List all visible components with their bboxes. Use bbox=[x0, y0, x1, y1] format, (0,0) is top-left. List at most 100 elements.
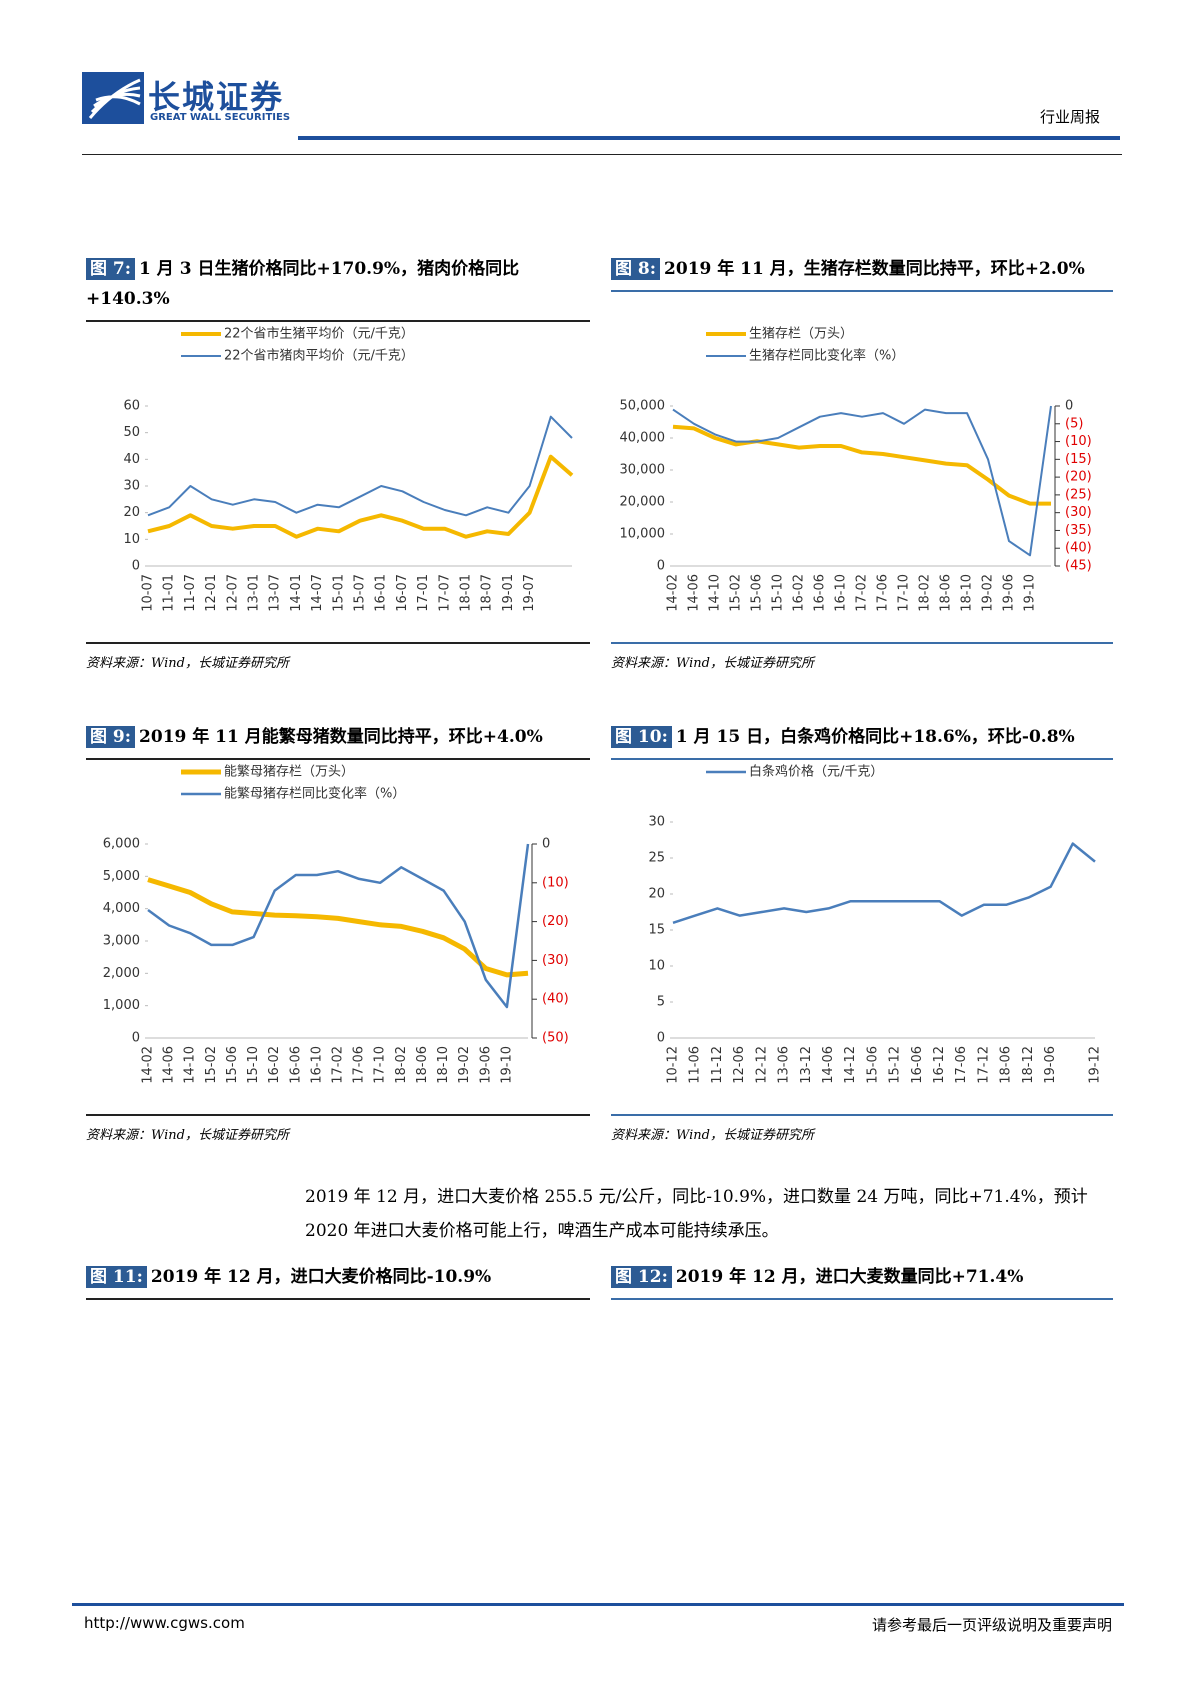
legend-label: 生猪存栏同比变化率（%） bbox=[749, 348, 904, 364]
logo-icon bbox=[82, 72, 144, 124]
line-series bbox=[672, 405, 1052, 557]
legend-label: 22个省市猪肉平均价（元/千克） bbox=[224, 348, 414, 364]
y-tick-label: 15 bbox=[648, 923, 665, 938]
x-tick-label: 19-07 bbox=[522, 574, 537, 612]
x-tick-label: 10-12 bbox=[666, 1046, 681, 1084]
figure-title: 图 10: 1 月 15 日，白条鸡价格同比+18.6%，环比-0.8% bbox=[611, 718, 1113, 760]
figure-title: 图 8: 2019 年 11 月，生猪存栏数量同比持平，环比+2.0% bbox=[611, 250, 1113, 292]
y-tick-label: 10 bbox=[123, 532, 140, 547]
y-tick-label: 20 bbox=[648, 887, 665, 902]
legend-label: 能繁母猪存栏（万头） bbox=[224, 764, 354, 780]
line-series bbox=[672, 842, 1096, 924]
y2-tick-label: (5) bbox=[1065, 416, 1083, 431]
header-rule bbox=[298, 136, 1120, 140]
x-tick-label: 15-10 bbox=[246, 1046, 261, 1084]
x-tick-label: 14-06 bbox=[162, 1046, 177, 1084]
y-tick-label: 20 bbox=[123, 505, 140, 520]
x-tick-label: 18-06 bbox=[415, 1046, 430, 1084]
x-tick-label: 13-12 bbox=[799, 1046, 814, 1084]
y-tick-label: 10 bbox=[648, 959, 665, 974]
x-tick-label: 17-10 bbox=[897, 574, 912, 612]
line-series bbox=[672, 424, 1051, 506]
y-tick-label: 20,000 bbox=[620, 495, 666, 510]
y2-tick-label: (10) bbox=[542, 875, 569, 890]
legend-label: 白条鸡价格（元/千克） bbox=[749, 764, 883, 780]
x-tick-label: 17-06 bbox=[876, 574, 891, 612]
x-tick-label: 17-01 bbox=[416, 574, 431, 612]
x-tick-label: 14-07 bbox=[310, 574, 325, 612]
y2-tick-label: (40) bbox=[542, 992, 569, 1007]
y2-tick-label: (35) bbox=[1065, 523, 1092, 538]
x-tick-label: 17-06 bbox=[352, 1046, 367, 1084]
x-tick-label: 11-07 bbox=[183, 574, 198, 612]
figure-label: 图 11: bbox=[86, 1266, 147, 1288]
x-tick-label: 19-06 bbox=[478, 1046, 493, 1084]
figure-title-text: 2019 年 11 月，生猪存栏数量同比持平，环比+2.0% bbox=[664, 259, 1085, 279]
x-tick-label: 13-07 bbox=[268, 574, 283, 612]
x-tick-label: 19-06 bbox=[1002, 574, 1017, 612]
y2-tick-label: (30) bbox=[1065, 505, 1092, 520]
y-tick-label: 3,000 bbox=[103, 934, 140, 949]
figure-title: 图 12: 2019 年 12 月，进口大麦数量同比+71.4% bbox=[611, 1258, 1113, 1300]
x-tick-label: 10-07 bbox=[141, 574, 156, 612]
line-series bbox=[147, 415, 573, 517]
x-tick-label: 14-02 bbox=[141, 1046, 156, 1084]
y2-tick-label: (15) bbox=[1065, 452, 1092, 467]
x-tick-label: 17-12 bbox=[976, 1046, 991, 1084]
y-tick-label: 5 bbox=[657, 995, 665, 1010]
x-tick-label: 19-10 bbox=[499, 1046, 514, 1084]
y2-tick-label: (30) bbox=[542, 953, 569, 968]
x-tick-label: 16-01 bbox=[374, 574, 389, 612]
y-tick-label: 30,000 bbox=[620, 463, 666, 478]
x-tick-label: 17-02 bbox=[855, 574, 870, 612]
x-tick-label: 14-06 bbox=[687, 574, 702, 612]
y-tick-label: 40 bbox=[123, 452, 140, 467]
line-series bbox=[147, 454, 574, 539]
x-tick-label: 18-06 bbox=[939, 574, 954, 612]
y-tick-label: 50,000 bbox=[620, 399, 666, 414]
x-tick-label: 12-06 bbox=[732, 1046, 747, 1084]
x-tick-label: 15-06 bbox=[750, 574, 765, 612]
x-tick-label: 19-02 bbox=[457, 1046, 472, 1084]
x-tick-label: 15-07 bbox=[353, 574, 368, 612]
paragraph: 2019 年 12 月，进口大麦价格 255.5 元/公斤，同比-10.9%，进… bbox=[305, 1187, 1088, 1241]
figure-source: 资料来源：Wind，长城证券研究所 bbox=[611, 1114, 1113, 1143]
figure-title-text: 2019 年 12 月，进口大麦数量同比+71.4% bbox=[675, 1267, 1024, 1287]
figure-title-text: 2019 年 12 月，进口大麦价格同比-10.9% bbox=[150, 1267, 492, 1287]
x-tick-label: 19-02 bbox=[981, 574, 996, 612]
x-tick-label: 17-06 bbox=[954, 1046, 969, 1084]
y2-tick-label: (20) bbox=[1065, 470, 1092, 485]
chart: 生猪存栏（万头） 生猪存栏同比变化率（%） 0 10,000 20,000 30,000 4… bbox=[620, 327, 1092, 612]
y-tick-label: 0 bbox=[132, 559, 140, 574]
x-tick-label: 15-01 bbox=[331, 574, 346, 612]
x-tick-label: 12-07 bbox=[225, 574, 240, 612]
line-series bbox=[147, 843, 530, 1009]
x-tick-label: 14-01 bbox=[289, 574, 304, 612]
x-tick-label: 13-06 bbox=[777, 1046, 792, 1084]
figure-label: 图 9: bbox=[86, 726, 136, 748]
x-tick-label: 19-01 bbox=[501, 574, 516, 612]
x-tick-label: 18-12 bbox=[1021, 1046, 1036, 1084]
y-tick-label: 0 bbox=[657, 1031, 665, 1046]
figure-label: 图 8: bbox=[611, 258, 661, 280]
figure-source: 资料来源：Wind，长城证券研究所 bbox=[86, 642, 590, 671]
header-line bbox=[82, 154, 1122, 155]
x-tick-label: 14-06 bbox=[821, 1046, 836, 1084]
x-tick-label: 18-01 bbox=[459, 574, 474, 612]
x-tick-label: 15-12 bbox=[888, 1046, 903, 1084]
y-tick-label: 30 bbox=[648, 815, 665, 830]
x-tick-label: 16-10 bbox=[309, 1046, 324, 1084]
x-tick-label: 14-10 bbox=[183, 1046, 198, 1084]
x-tick-label: 16-06 bbox=[813, 574, 828, 612]
figure-title-text: 2019 年 11 月能繁母猪数量同比持平，环比+4.0% bbox=[139, 727, 543, 747]
figure-source: 资料来源：Wind，长城证券研究所 bbox=[611, 642, 1113, 671]
x-tick-label: 17-02 bbox=[331, 1046, 346, 1084]
y-tick-label: 5,000 bbox=[103, 869, 140, 884]
x-tick-label: 16-06 bbox=[910, 1046, 925, 1084]
x-tick-label: 17-07 bbox=[437, 574, 452, 612]
legend-label: 能繁母猪存栏同比变化率（%） bbox=[224, 786, 405, 802]
figure-title-text: 1 月 15 日，白条鸡价格同比+18.6%，环比-0.8% bbox=[675, 727, 1075, 747]
x-tick-label: 15-06 bbox=[865, 1046, 880, 1084]
x-tick-label: 15-02 bbox=[729, 574, 744, 612]
y-tick-label: 30 bbox=[123, 479, 140, 494]
